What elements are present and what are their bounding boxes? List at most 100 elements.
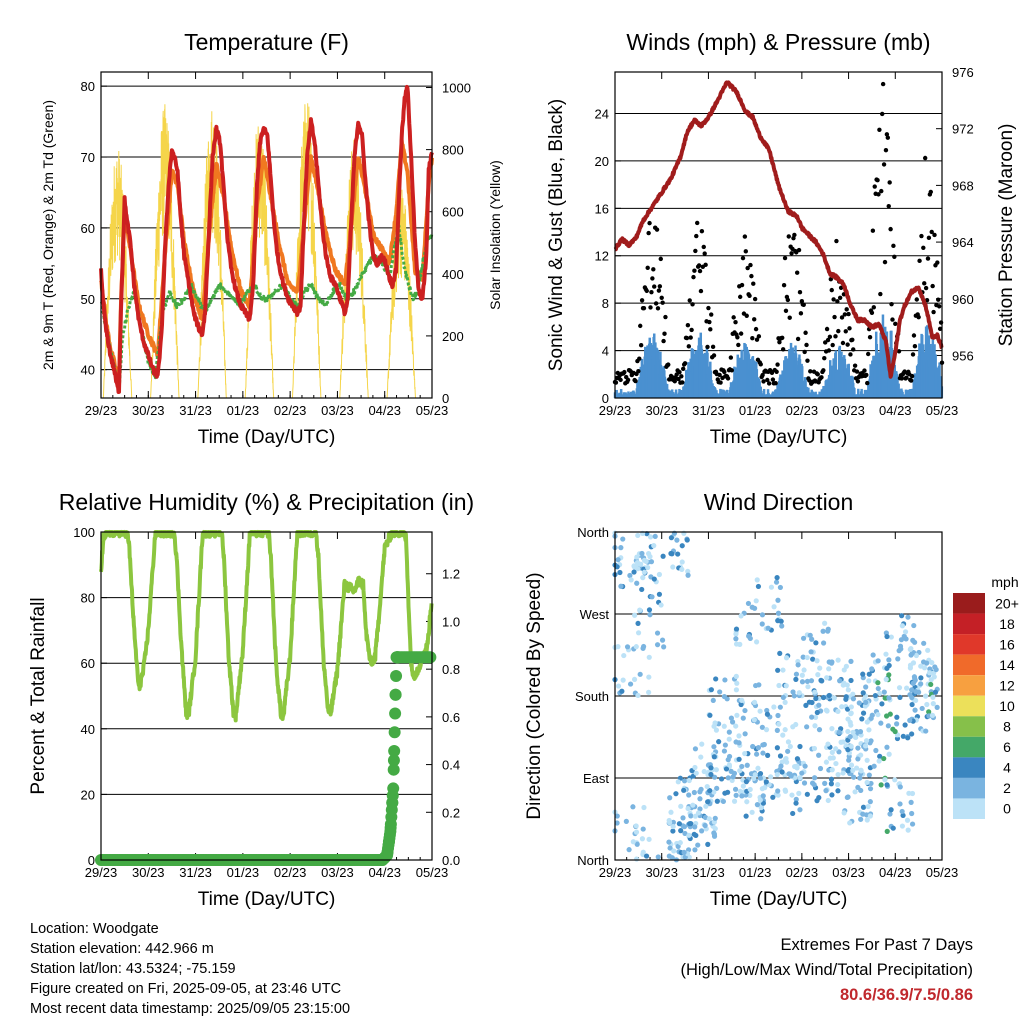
direction-point (759, 621, 765, 627)
direction-point (674, 537, 680, 543)
direction-point (905, 827, 911, 833)
x-tick-label: 30/23 (645, 865, 678, 880)
direction-point (733, 792, 739, 798)
colorbar-label: 12 (999, 677, 1015, 693)
gust-point (758, 362, 763, 367)
gust-point (731, 315, 736, 320)
direction-point (794, 763, 800, 769)
direction-point (863, 738, 870, 744)
direction-point (736, 740, 742, 746)
direction-point (857, 729, 864, 735)
direction-point (732, 786, 739, 792)
direction-point (621, 652, 627, 659)
x-tick-label: 01/23 (227, 403, 260, 418)
direction-point (685, 568, 691, 574)
direction-point (921, 659, 927, 665)
direction-point (892, 777, 898, 783)
y2-tick-label: 964 (952, 235, 974, 250)
gust-point (699, 228, 705, 234)
direction-point (848, 677, 854, 684)
precip-point (387, 782, 400, 795)
direction-point (677, 840, 683, 846)
direction-point (777, 584, 783, 591)
gust-point (693, 248, 698, 254)
gust-point (736, 342, 741, 348)
gust-point (735, 335, 740, 340)
y2-tick-label: 0.6 (442, 710, 460, 725)
gust-point (760, 372, 765, 378)
direction-point (643, 853, 650, 859)
precip-point (389, 707, 402, 720)
y-axis-label: Direction (Colored By Speed) (524, 572, 545, 819)
gust-point (850, 337, 855, 343)
colorbar-swatch (953, 695, 985, 717)
direction-point (793, 796, 799, 803)
direction-point (883, 676, 889, 682)
direction-point (829, 749, 835, 756)
gust-point (862, 368, 867, 373)
plot-frame (100, 71, 433, 399)
direction-point (860, 811, 866, 817)
y2-tick-label: 400 (442, 267, 464, 282)
gust-point (880, 81, 886, 87)
direction-point (824, 708, 830, 714)
direction-point (796, 790, 802, 796)
gust-point (651, 267, 656, 272)
direction-point (876, 758, 882, 764)
panel-title: Temperature (F) (184, 29, 349, 55)
gust-point (774, 369, 779, 374)
gust-point (844, 307, 849, 312)
direction-point (776, 721, 782, 727)
direction-point (852, 789, 858, 795)
direction-point (666, 819, 673, 826)
direction-point (828, 776, 835, 782)
direction-point (635, 620, 641, 627)
direction-point (614, 813, 620, 819)
direction-point (681, 787, 687, 793)
gust-point (819, 375, 824, 380)
direction-point (754, 802, 761, 808)
y2-tick-label: 968 (952, 178, 974, 193)
direction-point (813, 695, 819, 702)
direction-point (726, 729, 732, 735)
gust-point (618, 377, 623, 383)
y-tick-label: East (583, 771, 609, 786)
gust-point (718, 380, 723, 385)
gust-point (738, 331, 744, 336)
direction-point (866, 678, 872, 684)
direction-point (855, 784, 861, 790)
gust-point (659, 295, 664, 300)
direction-point (763, 779, 769, 785)
gust-point (928, 189, 933, 195)
direction-point (853, 765, 860, 771)
direction-point (654, 630, 661, 636)
gust-point (692, 268, 697, 273)
precip-point (389, 688, 402, 701)
x-tick-label: 30/23 (645, 403, 678, 418)
direction-point (782, 788, 789, 794)
direction-point (718, 776, 725, 782)
direction-point (863, 684, 869, 690)
direction-point (904, 817, 911, 823)
direction-point (760, 793, 766, 799)
direction-point (884, 828, 890, 834)
x-tick-label: 03/23 (321, 865, 354, 880)
colorbar-swatch (953, 798, 985, 819)
direction-point (909, 731, 915, 737)
gust-point (653, 301, 659, 306)
gust-point (921, 245, 926, 250)
direction-point (614, 820, 620, 826)
direction-point (660, 553, 666, 559)
colorbar-swatch (953, 716, 985, 737)
direction-point (724, 696, 730, 702)
direction-point (913, 652, 919, 659)
direction-point (758, 805, 764, 811)
gust-point (637, 356, 642, 361)
direction-point (800, 635, 807, 641)
direction-point (845, 747, 851, 753)
direction-point (780, 694, 786, 701)
direction-point (801, 780, 808, 786)
direction-point (864, 779, 870, 786)
direction-point (909, 650, 915, 657)
direction-point (754, 577, 760, 583)
